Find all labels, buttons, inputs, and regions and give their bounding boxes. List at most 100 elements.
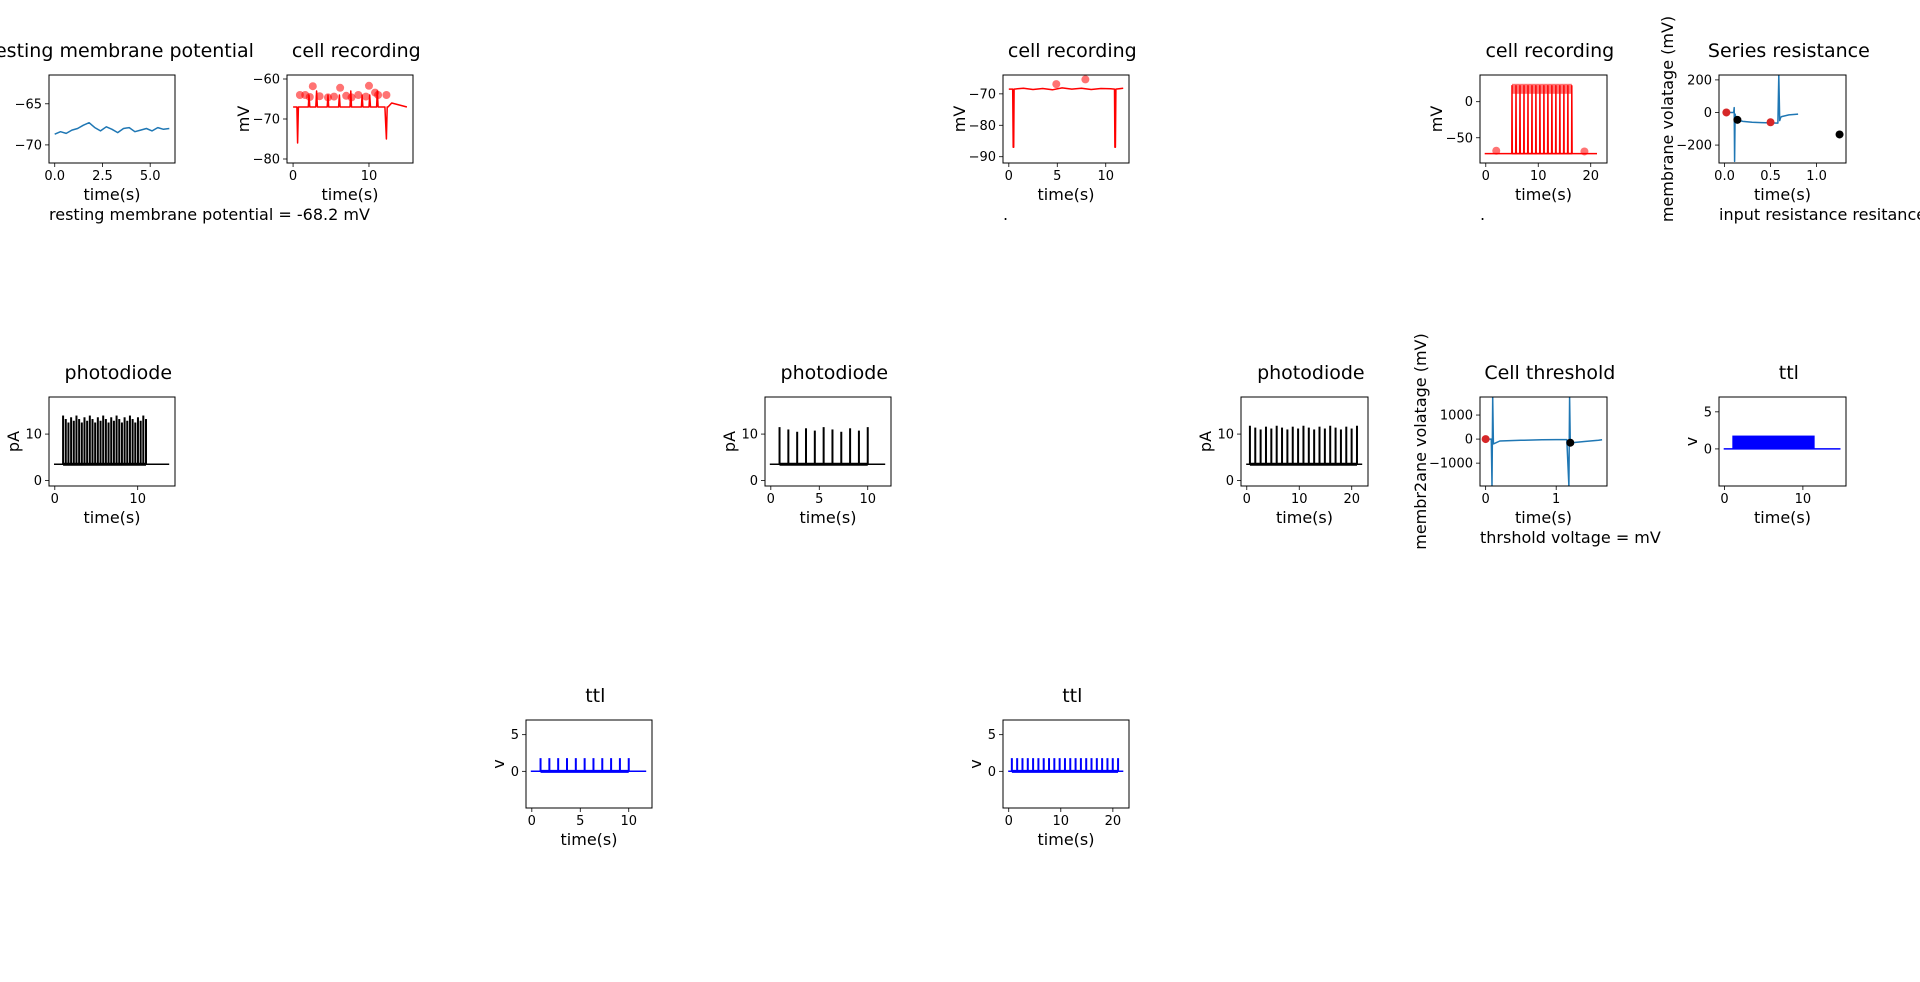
chart-title: photodiode	[1257, 362, 1365, 384]
x-tick-label: 10	[361, 169, 378, 184]
y-axis-label: mV	[950, 106, 969, 133]
series-line-0	[1008, 87, 1124, 149]
y-tick-label: 10	[1217, 428, 1234, 443]
x-tick-label: 0	[1005, 814, 1013, 829]
chart-title: cell recording	[1485, 40, 1614, 62]
y-axis-label: v	[1682, 437, 1701, 446]
y-tick-label: −70	[253, 113, 280, 128]
x-tick-label: 10	[1053, 814, 1070, 829]
chart-title: cell recording	[1008, 40, 1137, 62]
chart-title: cell recording	[292, 40, 421, 62]
x-tick-label: 0	[1005, 169, 1013, 184]
y-tick-label: 5	[1704, 405, 1712, 420]
axes-frame	[48, 396, 176, 487]
y-axis-label: pA	[1196, 431, 1215, 452]
y-tick-label: 0	[1704, 442, 1712, 457]
plot-area	[1484, 83, 1597, 156]
x-axis-label: time(s)	[561, 830, 618, 849]
data-marker	[1580, 147, 1589, 156]
x-axis-label: time(s)	[1515, 508, 1572, 527]
axes-frame	[1718, 74, 1847, 164]
x-tick-label: 5	[1053, 169, 1061, 184]
plot-area	[769, 427, 886, 466]
series-line-0	[293, 90, 408, 144]
plot-area	[1008, 758, 1124, 773]
y-tick-label: 0	[1704, 106, 1712, 121]
x-axis-label: time(s)	[1754, 508, 1811, 527]
x-tick-label: 0	[1720, 492, 1728, 507]
x-tick-label: 10	[129, 492, 146, 507]
plot-area	[54, 121, 170, 135]
y-tick-label: −70	[969, 87, 996, 102]
x-tick-label: 0.5	[1760, 169, 1781, 184]
data-marker	[315, 92, 324, 101]
x-tick-label: 0.0	[44, 169, 65, 184]
y-axis-label: pA	[720, 431, 739, 452]
y-tick-label: 5	[988, 728, 996, 743]
series-line-0	[1485, 397, 1603, 486]
annotation-text: input resistance resitance =	[1719, 205, 1920, 224]
chart-title: ttl	[1779, 362, 1799, 384]
y-tick-label: −1000	[1429, 457, 1473, 472]
x-tick-label: 0	[1243, 492, 1251, 507]
x-tick-label: 10	[620, 814, 637, 829]
data-marker	[1733, 115, 1742, 124]
data-marker	[374, 91, 383, 99]
chart-ttl1: 0 10 0 5 ttl time(s) v	[1682, 362, 1847, 527]
y-tick-label: 10	[741, 428, 758, 443]
y-tick-label: −80	[969, 119, 996, 134]
plot-area	[1481, 397, 1603, 486]
x-axis-label: time(s)	[84, 185, 141, 204]
x-tick-label: 5.0	[140, 169, 161, 184]
axes-frame	[1002, 74, 1130, 164]
spike-peak-markers	[1512, 83, 1572, 94]
x-axis-label: time(s)	[1754, 185, 1811, 204]
chart-pd1: 0 10 0 10 photodiode time(s) pA	[4, 362, 176, 527]
plot-area	[1008, 75, 1124, 149]
y-axis-label: membrane volatage (mV)	[1658, 16, 1677, 222]
chart-cell2: 0 5 10 −90 −80 −70 cell recording time(s) mV.	[950, 40, 1137, 224]
y-tick-label: 0	[750, 474, 758, 489]
plot-area	[530, 758, 647, 773]
chart-title: ttl	[585, 685, 605, 707]
chart-title: Cell threshold	[1484, 362, 1615, 384]
x-axis-label: time(s)	[800, 508, 857, 527]
series-line-0	[54, 121, 170, 135]
spike-train	[1511, 85, 1573, 155]
y-axis-label: mV	[1427, 106, 1446, 133]
y-tick-label: −70	[15, 138, 42, 153]
x-tick-label: 1	[1552, 492, 1560, 507]
chart-cell1: 0 10 −80 −70 −60 cell recording time(s) mV	[234, 40, 421, 204]
data-marker	[330, 92, 339, 101]
chart-series_res: 0.0 0.5 1.0 −200 0 200 Series resistance time(s…	[1658, 16, 1920, 224]
y-tick-label: 10	[25, 428, 42, 443]
annotation-text: .	[1480, 205, 1485, 224]
axes-frame	[1479, 74, 1608, 164]
plot-area	[54, 415, 170, 466]
x-tick-label: 0	[1482, 492, 1490, 507]
y-tick-label: −90	[969, 150, 996, 165]
axes-frame	[1479, 396, 1608, 487]
x-tick-label: 0	[528, 814, 536, 829]
chart-title: photodiode	[65, 362, 173, 384]
x-tick-label: 1.0	[1806, 169, 1827, 184]
x-tick-label: 20	[1343, 492, 1360, 507]
data-marker	[1492, 146, 1501, 155]
x-axis-label: time(s)	[1038, 830, 1095, 849]
axes-frame	[764, 396, 892, 487]
y-tick-label: 200	[1687, 73, 1712, 88]
x-tick-label: 20	[1582, 169, 1599, 184]
plot-area	[293, 81, 408, 144]
x-tick-label: 10	[1530, 169, 1547, 184]
x-axis-label: time(s)	[1276, 508, 1333, 527]
chart-ttl2: 0 5 10 0 5 ttl time(s) v	[489, 685, 653, 849]
y-tick-label: 0	[34, 474, 42, 489]
chart-cell3: 0 10 20 −50 0 cell recording time(s) mV.	[1427, 40, 1614, 224]
chart-title: photodiode	[781, 362, 889, 384]
x-tick-label: 20	[1105, 814, 1122, 829]
chart-rmp: 0.0 2.5 5.0 −70 −65 Resting membrane potentia…	[0, 40, 370, 224]
annotation-text: .	[1003, 205, 1008, 224]
data-marker	[347, 93, 356, 102]
data-marker	[364, 81, 373, 90]
y-axis-label: membr2ane volatage (mV)	[1411, 333, 1430, 550]
